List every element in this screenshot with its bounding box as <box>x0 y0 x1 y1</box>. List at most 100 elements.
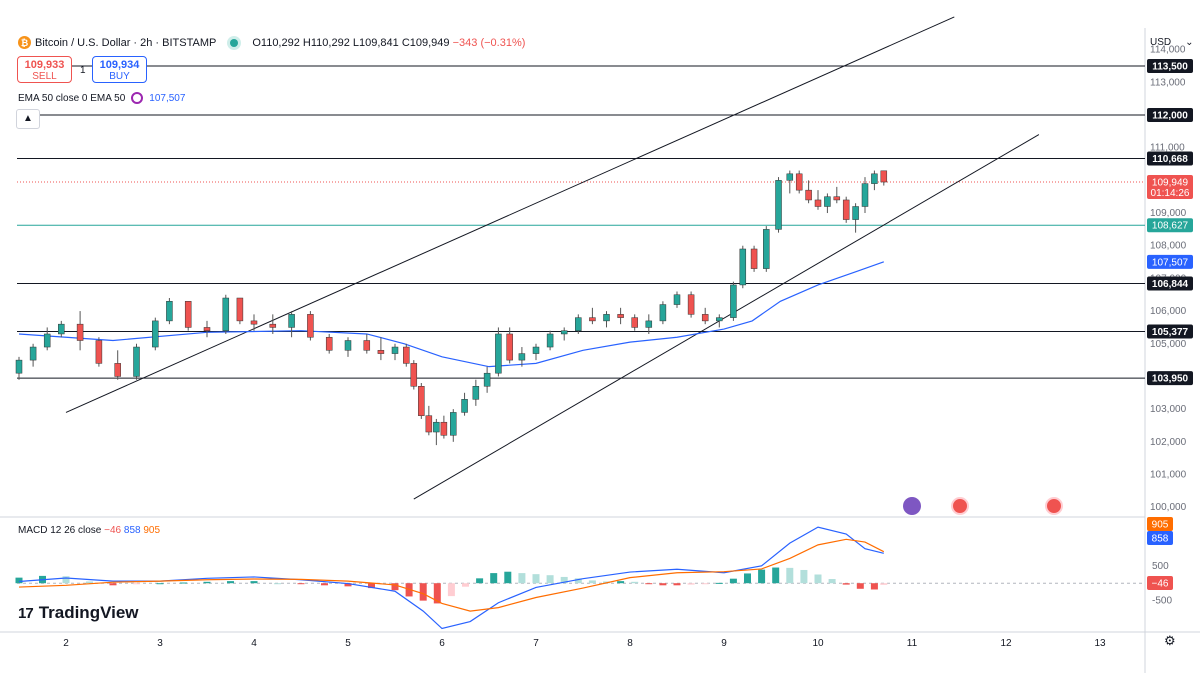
candle <box>250 320 258 325</box>
collapse-legend-button[interactable]: ▲ <box>16 109 40 129</box>
candle <box>786 173 794 181</box>
candle <box>114 363 121 377</box>
macd-legend[interactable]: MACD 12 26 close −46 858 905 <box>18 525 160 536</box>
buy-price: 109,934 <box>99 59 140 71</box>
ohlc-change: −343 (−0.31%) <box>452 36 526 49</box>
candle <box>730 284 737 318</box>
macd-hist-value: −46 <box>104 525 122 536</box>
time-tick-label: 5 <box>345 638 351 649</box>
macd-histogram-bar <box>729 578 737 584</box>
macd-histogram-bar <box>880 583 888 585</box>
candle <box>391 346 399 354</box>
candle <box>288 314 295 328</box>
macd-value-tag <box>1147 517 1173 531</box>
candle <box>824 196 831 207</box>
macd-histogram-bar <box>744 573 751 584</box>
price-tag-label: 108,627 <box>1152 221 1189 232</box>
ohlc-high: H110,292 <box>302 36 350 49</box>
candle <box>645 320 653 328</box>
candle <box>403 346 410 364</box>
macd-histogram-bar <box>631 581 639 584</box>
macd-histogram-bar <box>842 583 850 585</box>
time-tick-label: 11 <box>907 638 918 649</box>
price-tag-label: 107,507 <box>1152 257 1189 268</box>
candle <box>659 304 667 322</box>
candle <box>184 301 192 328</box>
candle <box>701 314 709 322</box>
macd-histogram-bar <box>701 583 709 585</box>
sell-button[interactable]: 109,933 SELL <box>17 56 72 83</box>
candle <box>95 340 103 364</box>
macd-histogram-bar <box>109 583 117 586</box>
price-tick-label: 100,000 <box>1150 502 1187 513</box>
candle <box>377 350 385 354</box>
macd-value-tag <box>1147 531 1173 545</box>
macd-histogram-bar <box>419 583 427 601</box>
level-tag-label: 113,500 <box>1152 61 1188 72</box>
macd-histogram-bar <box>476 578 484 584</box>
macd-label: MACD 12 26 close <box>18 525 102 536</box>
tradingview-logo[interactable]: 17 TradingView <box>18 603 139 623</box>
price-tick-label: 102,000 <box>1150 437 1187 448</box>
currency-selector[interactable]: USD ⌄ <box>1150 37 1194 48</box>
candle <box>805 189 812 201</box>
chevron-down-icon: ⌄ <box>1185 37 1194 48</box>
price-tag-label: 109,949 <box>1152 178 1189 189</box>
time-tick-label: 3 <box>157 638 163 649</box>
candle <box>425 415 433 433</box>
level-tag-label: 112,000 <box>1152 110 1188 121</box>
level-tag-label: 105,377 <box>1152 327 1189 338</box>
ema50-line <box>18 261 885 368</box>
macd-histogram-bar <box>227 581 234 584</box>
currency-label: USD <box>1150 37 1172 48</box>
symbol-title[interactable]: Bitcoin / U.S. Dollar · 2h · BITSTAMP <box>35 36 217 49</box>
spread-value: 1 <box>80 65 86 76</box>
macd-histogram-bar <box>297 583 305 585</box>
bitcoin-icon: ₿ <box>18 36 31 49</box>
candle <box>483 372 491 387</box>
candle <box>236 297 244 322</box>
macd-histogram-bar <box>758 569 766 584</box>
us-flag-icon[interactable] <box>1045 497 1063 515</box>
level-tag-label: 110,668 <box>1152 154 1188 165</box>
macd-histogram-bar <box>588 580 596 584</box>
candle <box>203 327 211 331</box>
time-tick-label: 13 <box>1094 638 1106 649</box>
macd-histogram-bar <box>772 567 780 584</box>
candle <box>687 294 695 315</box>
macd-histogram-bar <box>250 581 258 584</box>
ohlc-close: C109,949 <box>401 36 450 49</box>
candle <box>880 170 888 183</box>
price-tick-label: 108,000 <box>1150 241 1187 252</box>
buy-label: BUY <box>109 71 130 82</box>
candle <box>532 346 540 354</box>
macd-histogram-bar <box>786 567 794 584</box>
price-tick-label: 109,000 <box>1150 208 1187 219</box>
ohlc-low: L109,841 <box>352 36 399 49</box>
macd-histogram-bar <box>673 583 681 586</box>
candle <box>775 180 782 230</box>
macd-histogram-bar <box>447 583 455 597</box>
settings-gear-icon[interactable]: ⚙ <box>1164 633 1176 648</box>
time-tick-label: 12 <box>1000 638 1012 649</box>
candle <box>560 330 568 335</box>
macd-histogram-bar <box>274 583 281 585</box>
signal-line <box>18 538 885 612</box>
macd-histogram-bar <box>368 583 375 589</box>
price-tick-label: 106,000 <box>1150 306 1187 317</box>
event-flash-icon[interactable] <box>903 497 921 515</box>
candle <box>603 314 610 322</box>
macd-histogram-bar <box>391 583 399 591</box>
candle <box>76 323 84 341</box>
level-tag <box>1147 151 1193 166</box>
time-tick-label: 4 <box>251 638 257 649</box>
candle <box>222 297 230 331</box>
price-tag <box>1147 175 1193 200</box>
loading-icon <box>131 92 144 104</box>
candle <box>344 340 352 351</box>
ema-legend[interactable]: EMA 50 close 0 EMA 50 107,507 <box>18 92 185 104</box>
us-flag-icon[interactable] <box>951 497 969 515</box>
buy-button[interactable]: 109,934 BUY <box>92 56 147 83</box>
level-tag <box>1147 276 1193 291</box>
